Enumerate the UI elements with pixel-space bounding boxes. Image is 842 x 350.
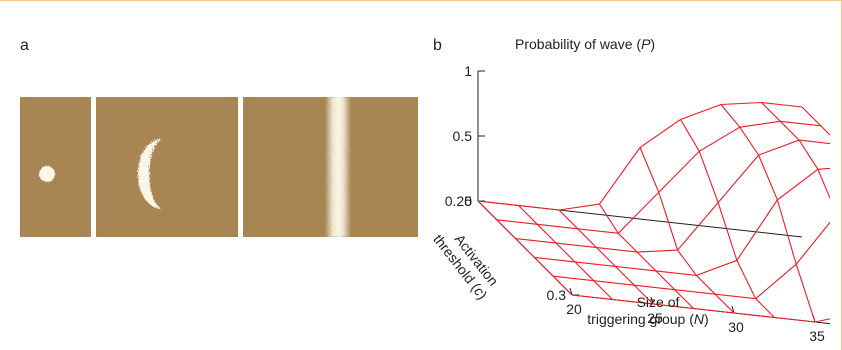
mesh-line-size	[720, 104, 816, 323]
wave-seed	[39, 166, 55, 182]
panel-a-label: a	[20, 37, 29, 54]
mesh-line-size	[599, 203, 694, 309]
mesh-line-size	[801, 106, 830, 136]
mesh-line-threshold	[496, 120, 821, 234]
x-tick-label: 25	[647, 310, 663, 326]
tick-labels: 00.5120253035400.250.3	[445, 63, 825, 341]
mesh-line-threshold	[477, 101, 803, 211]
mesh-line-size	[558, 209, 654, 305]
mesh-line-size	[680, 119, 775, 318]
simulation-frame-plane-wave	[243, 97, 418, 237]
c-tick-label: 0.25	[445, 193, 472, 209]
mesh-line-size	[518, 205, 613, 300]
x-tick-mark	[650, 296, 654, 305]
simulation-frame-seed	[20, 97, 91, 237]
x-tick-label: 30	[728, 319, 744, 335]
simulation-frame-crescent	[96, 97, 238, 237]
x-tick-label: 20	[566, 301, 582, 317]
c-tick-label: 0.3	[547, 287, 567, 303]
probability-surface-chart: Probability of wave (P) 00.5120253035400…	[430, 36, 830, 341]
y-axis-label: Activation threshold (c)	[430, 221, 504, 303]
panel-b-label: b	[433, 37, 442, 54]
x-axis-label-line2: triggering group (N)	[587, 311, 708, 327]
wave-crescent	[138, 139, 162, 209]
chart-title: Probability of wave (P)	[515, 36, 655, 52]
x-tick-mark	[569, 287, 573, 296]
mesh-line-size	[639, 147, 735, 314]
mesh-line-size	[477, 200, 573, 296]
x-axis-label-line1: Size of	[637, 294, 680, 310]
x-tick-mark	[731, 305, 735, 314]
z-tick-label: 0	[464, 193, 472, 209]
mesh-line-size	[761, 102, 830, 200]
surface-mesh	[477, 101, 830, 323]
x-tick-label: 35	[809, 328, 825, 341]
wave-plane-band	[325, 97, 351, 237]
z-tick-label: 0.5	[453, 128, 473, 144]
mesh-line-threshold	[534, 167, 830, 276]
z-tick-label: 1	[464, 63, 472, 79]
